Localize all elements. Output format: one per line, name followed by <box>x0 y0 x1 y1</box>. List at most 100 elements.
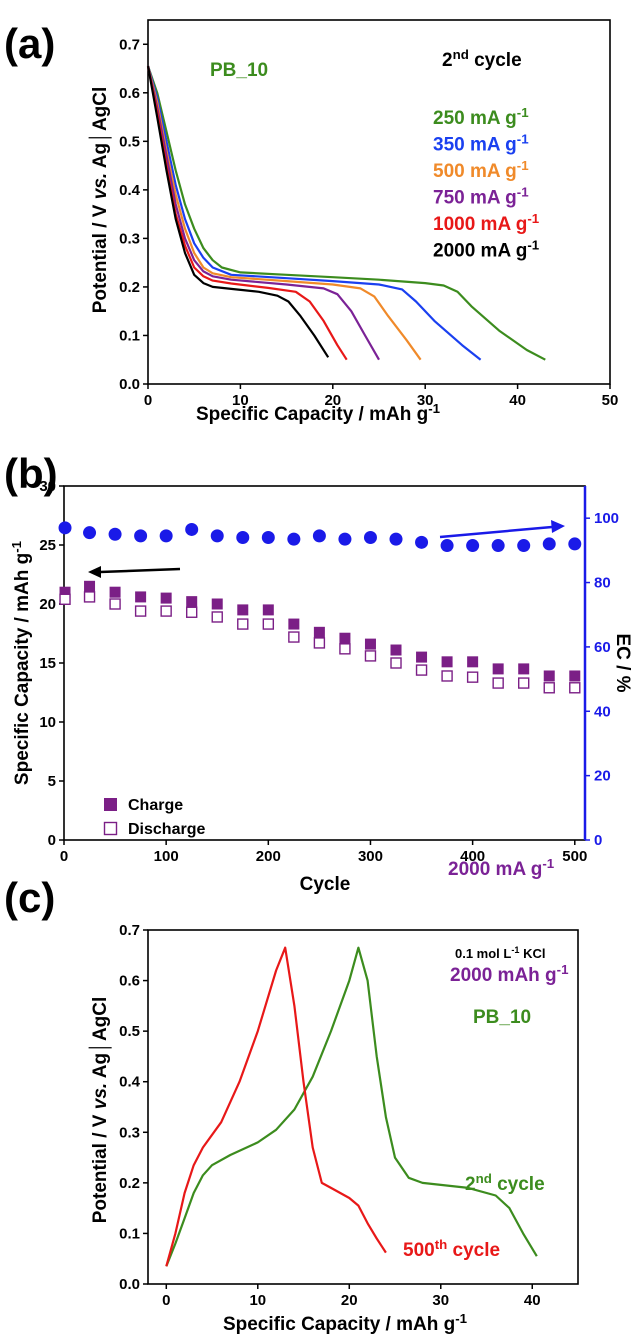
discharge-point <box>134 605 147 617</box>
legend-entry-a-4-main: 1000 mA g <box>433 214 527 235</box>
x-axis-title-a: Specific Capacity / mAh g-1 <box>196 401 441 426</box>
legend-entry-a-1-main: 350 mA g <box>433 135 517 156</box>
annotation-c-2-main: PB_10 <box>473 1007 531 1028</box>
ec-point <box>287 532 301 546</box>
arrow-right-shaft-b <box>439 525 553 539</box>
y2-tick-label-b: 100 <box>594 510 619 527</box>
discharge-point <box>569 682 581 694</box>
panel-label-a: (a) <box>4 20 55 67</box>
annotation-c-1-sup: -1 <box>557 962 569 977</box>
ec-point <box>466 539 480 553</box>
y-axis-title-italic: vs. <box>90 173 111 199</box>
legend-discharge-label: Discharge <box>128 821 205 838</box>
ec-point <box>338 532 352 546</box>
legend-entry-a-0: 250 mA g-1 <box>433 105 529 130</box>
y-tick-label-a: 0.6 <box>119 85 140 102</box>
charge-point <box>160 592 172 604</box>
x-axis-title-a-main: Specific Capacity / mAh g <box>196 404 428 425</box>
charge-point <box>313 626 325 638</box>
discharge-point <box>466 671 479 683</box>
ec-point <box>312 529 326 543</box>
discharge-point <box>415 664 428 676</box>
series-line-a-2 <box>146 65 422 361</box>
arrow-left-head-b <box>88 566 101 578</box>
legend-entry-a-5-main: 2000 mA g <box>433 241 527 262</box>
panel-label-c: (c) <box>4 874 55 921</box>
x-tick-label-b: 0 <box>60 848 68 865</box>
y-tick-label-a: 0.2 <box>119 279 140 296</box>
y-axis-title-bar: │ <box>88 1041 112 1053</box>
y-tick-label-c: 0.2 <box>119 1175 140 1192</box>
legend-entry-a-4: 1000 mA g-1 <box>433 211 540 236</box>
ec-point <box>542 537 556 551</box>
discharge-point <box>543 682 555 694</box>
y-tick-label-c: 0.3 <box>119 1124 140 1141</box>
ec-point <box>58 521 72 535</box>
series-label-c-0: 2nd cycle <box>465 1171 545 1196</box>
ec-point <box>134 529 148 543</box>
y-axis-title-part: AgCl <box>90 87 111 131</box>
panel-a: (a) 0 10 20 30 40 50 0.0 0.1 0.2 0.3 0.4 0.5 0.6 0.7 S… <box>4 19 618 426</box>
y-axis-title-b-sup: -1 <box>9 540 24 552</box>
charge-point <box>390 644 402 656</box>
charge-point <box>518 663 530 675</box>
annotation-c-1: 2000 mAh g-1 <box>450 962 569 987</box>
x-axis-title-c: Specific Capacity / mAh g-1 <box>223 1311 468 1336</box>
annotation-a-1-sup: nd <box>453 47 469 62</box>
y-tick-label-a: 0.0 <box>119 376 140 393</box>
discharge-point <box>185 606 198 618</box>
charge-point <box>262 604 274 616</box>
y-tick-label-b: 30 <box>39 478 56 495</box>
panel-b: (b) 0 100 200 300 400 50005101520253002040608… <box>4 450 633 895</box>
x-tick-label-a: 30 <box>417 392 434 409</box>
legend-entry-a-1-sup: -1 <box>517 131 529 146</box>
y-tick-label-a: 0.7 <box>119 36 140 53</box>
series-label-c-0-main: 2 <box>465 1174 476 1195</box>
discharge-point <box>390 657 402 669</box>
y-tick-label-b: 15 <box>39 655 56 672</box>
charge-point <box>569 670 581 682</box>
y-axis-title-c: Potential / V vs. Ag│AgCl <box>88 997 112 1224</box>
plot-frame-a <box>147 19 611 385</box>
y-tick-label-a: 0.3 <box>119 230 140 247</box>
discharge-point <box>339 643 351 655</box>
series-label-c-1-main: 500 <box>403 1240 435 1261</box>
x-tick-label-c: 10 <box>249 1292 266 1309</box>
discharge-point <box>59 593 71 605</box>
y-axis-title-part: Potential / V <box>90 1109 111 1223</box>
y-axis-title-bar: │ <box>88 131 112 143</box>
y-tick-label-a: 0.1 <box>119 327 140 344</box>
ec-point <box>210 529 224 543</box>
y-axis-title-part: AgCl <box>90 997 111 1041</box>
y-tick-label-c: 0.7 <box>119 922 140 939</box>
series-label-c-1-sup: th <box>435 1237 448 1252</box>
series-label-c-0-sup: nd <box>476 1171 492 1186</box>
annotation-a-0: PB_10 <box>210 60 268 81</box>
y2-tick-label-b: 40 <box>594 703 611 720</box>
x-tick-label-b: 400 <box>460 848 485 865</box>
series-line-a-0 <box>146 65 546 361</box>
charge-point <box>467 656 479 668</box>
legend-entry-a-0-sup: -1 <box>517 105 529 120</box>
y-tick-label-c: 0.4 <box>119 1074 141 1091</box>
x-tick-label-a: 20 <box>324 392 341 409</box>
y-axis-title-b-main: Specific Capacity / mAh g <box>12 553 33 785</box>
series-line-a-1 <box>146 65 482 361</box>
discharge-point <box>288 631 300 643</box>
discharge-point <box>518 677 530 689</box>
charge-point <box>288 618 300 630</box>
series-label-c-1-post: cycle <box>447 1240 500 1261</box>
legend-entry-a-3: 750 mA g-1 <box>433 184 529 209</box>
discharge-point <box>262 618 275 630</box>
legend-entry-a-2: 500 mA g-1 <box>433 158 529 183</box>
x-tick-label-b: 100 <box>154 848 179 865</box>
legend-entry-a-1: 350 mA g-1 <box>433 131 529 156</box>
annotation-a-1-main: 2 <box>442 50 453 71</box>
panel-c: (c) 0 10 20 30 40 0.0 0.1 0.2 0.3 0.4 0.5 0.6 0.7 Spe… <box>4 874 579 1336</box>
ec-point <box>440 539 454 553</box>
charge-point <box>84 580 96 592</box>
legend-discharge-marker <box>103 821 118 836</box>
ec-point <box>415 535 429 549</box>
ec-point <box>517 539 531 553</box>
